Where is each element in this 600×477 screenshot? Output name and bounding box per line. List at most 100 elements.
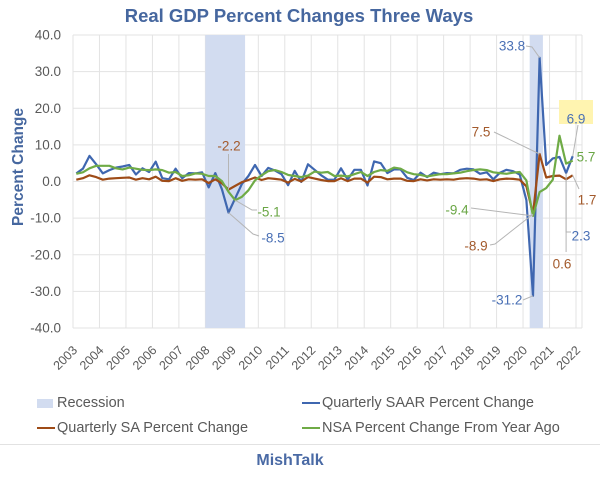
data-point-sa [557,174,561,178]
annotation-label: -9.4 [445,203,469,218]
data-point-nsa [233,198,237,202]
data-point-sa [260,178,264,182]
data-point-sa [544,175,548,179]
data-point-sa [240,180,244,184]
data-point-sa [180,179,184,183]
y-axis-title: Percent Change [10,108,27,226]
data-point-sa [81,176,85,180]
data-point-sa [518,178,522,182]
legend-item-recession: Recession [37,394,125,412]
data-point-sa [465,176,469,180]
data-point-nsa [81,170,85,174]
data-point-sa [352,177,356,181]
data-point-saar [372,159,376,163]
annotation-leader-line [572,175,580,190]
annotations: -2.2 -5.1 -8.5 33.8 7.5 -9.4 -8.9 -31.2 6.9 5.7 1.… [217,39,596,308]
data-point-nsa [438,172,442,176]
data-point-sa [478,178,482,182]
data-point-sa [346,179,350,183]
data-point-sa [471,177,475,181]
annotation-label: 5.7 [577,150,596,165]
legend-label-saar: Quarterly SAAR Percent Change [322,395,534,411]
data-point-sa [392,177,396,181]
data-point-sa [538,152,542,156]
data-point-sa [445,177,449,181]
data-point-sa [273,177,277,181]
data-point-nsa [359,170,363,174]
data-point-sa [127,175,131,179]
legend-swatch-recession [37,398,53,408]
data-point-nsa [538,190,542,194]
x-tick-label: 2003 [51,343,81,373]
data-point-nsa [293,174,297,178]
data-point-nsa [107,164,111,168]
x-tick-label: 2016 [395,343,425,373]
series-line-saar [75,56,574,297]
data-point-sa [511,177,515,181]
data-point-nsa [458,171,462,175]
annotation-label: -31.2 [492,293,523,308]
data-point-sa [187,177,191,181]
y-tick-label: -30.0 [30,284,61,299]
data-point-sa [200,177,204,181]
data-point-saar [339,166,343,170]
data-point-saar [220,187,224,191]
data-point-nsa [326,170,330,174]
data-point-nsa [432,173,436,177]
data-point-nsa [260,173,264,177]
legend-swatch-nsa [302,427,320,429]
data-point-sa [425,178,429,182]
data-point-nsa [160,168,164,172]
data-point-nsa [498,171,502,175]
data-point-saar [524,198,528,202]
data-point-nsa [246,188,250,192]
data-point-nsa [339,174,343,178]
x-tick-label: 2015 [368,343,398,373]
annotation-label: 0.6 [553,257,572,272]
data-point-nsa [557,134,561,138]
data-point-nsa [279,170,283,174]
annotation-leader-line [522,295,534,301]
y-tick-label: 40.0 [35,28,61,43]
annotation-leader-line [493,131,540,155]
data-point-sa [313,177,317,181]
data-point-sa [452,178,456,182]
y-tick-label: 10.0 [35,137,61,152]
data-point-nsa [213,174,217,178]
legend-swatch-sa [37,427,55,429]
legend-item-saar: Quarterly SAAR Percent Change [302,394,534,412]
y-tick-label: -20.0 [30,247,61,262]
data-point-nsa [505,172,509,176]
data-point-nsa [564,162,568,166]
data-point-nsa [273,168,277,172]
annotation-leader-line [234,199,257,211]
data-point-nsa [193,171,197,175]
data-point-nsa [134,167,138,171]
data-point-nsa [286,173,290,177]
data-point-saar [246,174,250,178]
data-point-nsa [313,170,317,174]
data-point-nsa [399,167,403,171]
data-point-saar [306,162,310,166]
data-point-nsa [187,173,191,177]
data-point-nsa [372,170,376,174]
data-point-nsa [207,174,211,178]
data-point-saar [207,185,211,189]
data-point-sa [379,175,383,179]
data-point-saar [544,163,548,167]
annotation-label: 1.7 [578,193,597,208]
data-point-saar [107,168,111,172]
annotation-label: 6.9 [567,112,586,127]
data-point-sa [134,178,138,182]
data-point-nsa [425,174,429,178]
data-point-nsa [88,166,92,170]
data-point-nsa [352,172,356,176]
data-point-sa [399,177,403,181]
data-point-nsa [379,168,383,172]
data-point-nsa [180,174,184,178]
y-tick-label: 0.0 [42,174,61,189]
data-point-sa [246,178,250,182]
data-point-saar [88,154,92,158]
x-tick-label: 2013 [315,343,345,373]
